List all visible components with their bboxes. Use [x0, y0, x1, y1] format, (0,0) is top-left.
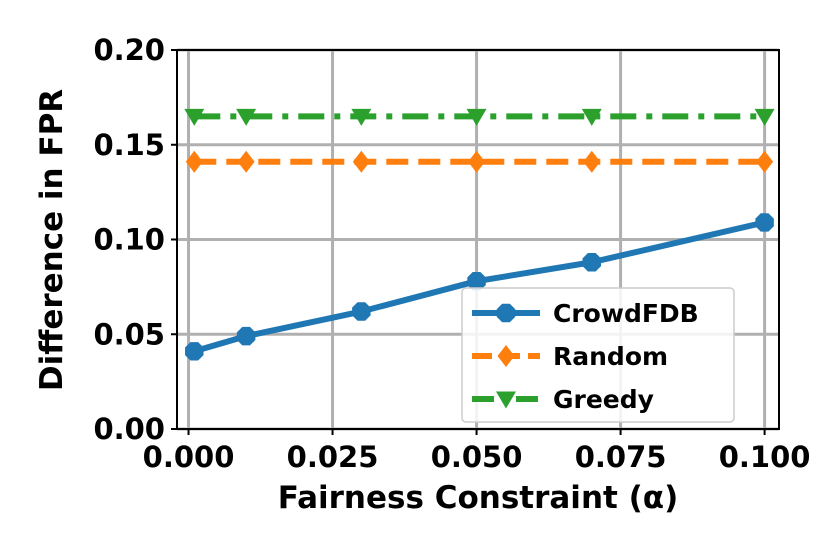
data-point	[466, 108, 487, 126]
series-greedy	[184, 108, 775, 126]
data-point	[185, 150, 203, 173]
data-point	[185, 342, 204, 361]
data-point	[754, 108, 775, 126]
x-tick-label: 0.075	[575, 440, 667, 474]
data-point	[468, 150, 486, 173]
data-point	[467, 271, 486, 291]
data-point	[236, 326, 256, 346]
data-point	[582, 253, 602, 272]
series-random	[185, 150, 774, 173]
legend-label: CrowdFDB	[553, 299, 699, 328]
legend-marker	[496, 391, 516, 409]
series-crowdfdb	[185, 213, 774, 361]
x-tick-label: 0.000	[143, 440, 235, 474]
y-tick-label: 0.10	[93, 223, 165, 257]
data-point	[236, 108, 257, 126]
legend-label: Random	[553, 342, 668, 371]
data-point	[352, 150, 370, 173]
data-point	[581, 108, 602, 126]
y-tick-label: 0.15	[93, 128, 165, 162]
series-layer	[184, 108, 775, 361]
tick-layer: 0.000 0.025 0.050 0.075 0.100 0.00 0.05 0.10 0.1…	[93, 33, 810, 474]
y-tick-label: 0.20	[93, 33, 165, 67]
x-tick-label: 0.050	[431, 440, 523, 474]
legend-marker	[496, 303, 516, 323]
legend-item: Random	[472, 342, 668, 371]
data-point	[237, 150, 255, 173]
legend-item: CrowdFDB	[472, 299, 699, 328]
x-axis-label: Fairness Constraint (α)	[278, 480, 679, 516]
data-point	[583, 150, 601, 173]
y-tick-label: 0.00	[93, 412, 165, 446]
data-point	[755, 213, 774, 232]
y-axis-label: Difference in FPR	[34, 89, 70, 391]
legend-marker	[497, 345, 515, 367]
x-tick-label: 0.025	[287, 440, 379, 474]
legend-label: Greedy	[553, 385, 654, 414]
data-point	[184, 108, 205, 126]
legend-box	[461, 287, 735, 423]
legend: CrowdFDB Random Greedy	[461, 287, 735, 423]
data-point	[351, 108, 372, 126]
data-point	[756, 150, 774, 173]
legend-item: Greedy	[472, 385, 654, 414]
x-tick-label: 0.100	[719, 440, 811, 474]
data-point	[352, 302, 371, 321]
y-tick-label: 0.05	[93, 317, 165, 351]
